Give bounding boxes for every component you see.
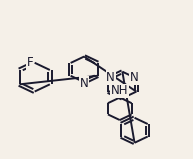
Text: N: N	[80, 77, 89, 90]
Text: F: F	[27, 56, 33, 69]
Text: NH: NH	[111, 84, 129, 97]
Text: N: N	[106, 71, 115, 84]
Text: N: N	[130, 71, 138, 84]
